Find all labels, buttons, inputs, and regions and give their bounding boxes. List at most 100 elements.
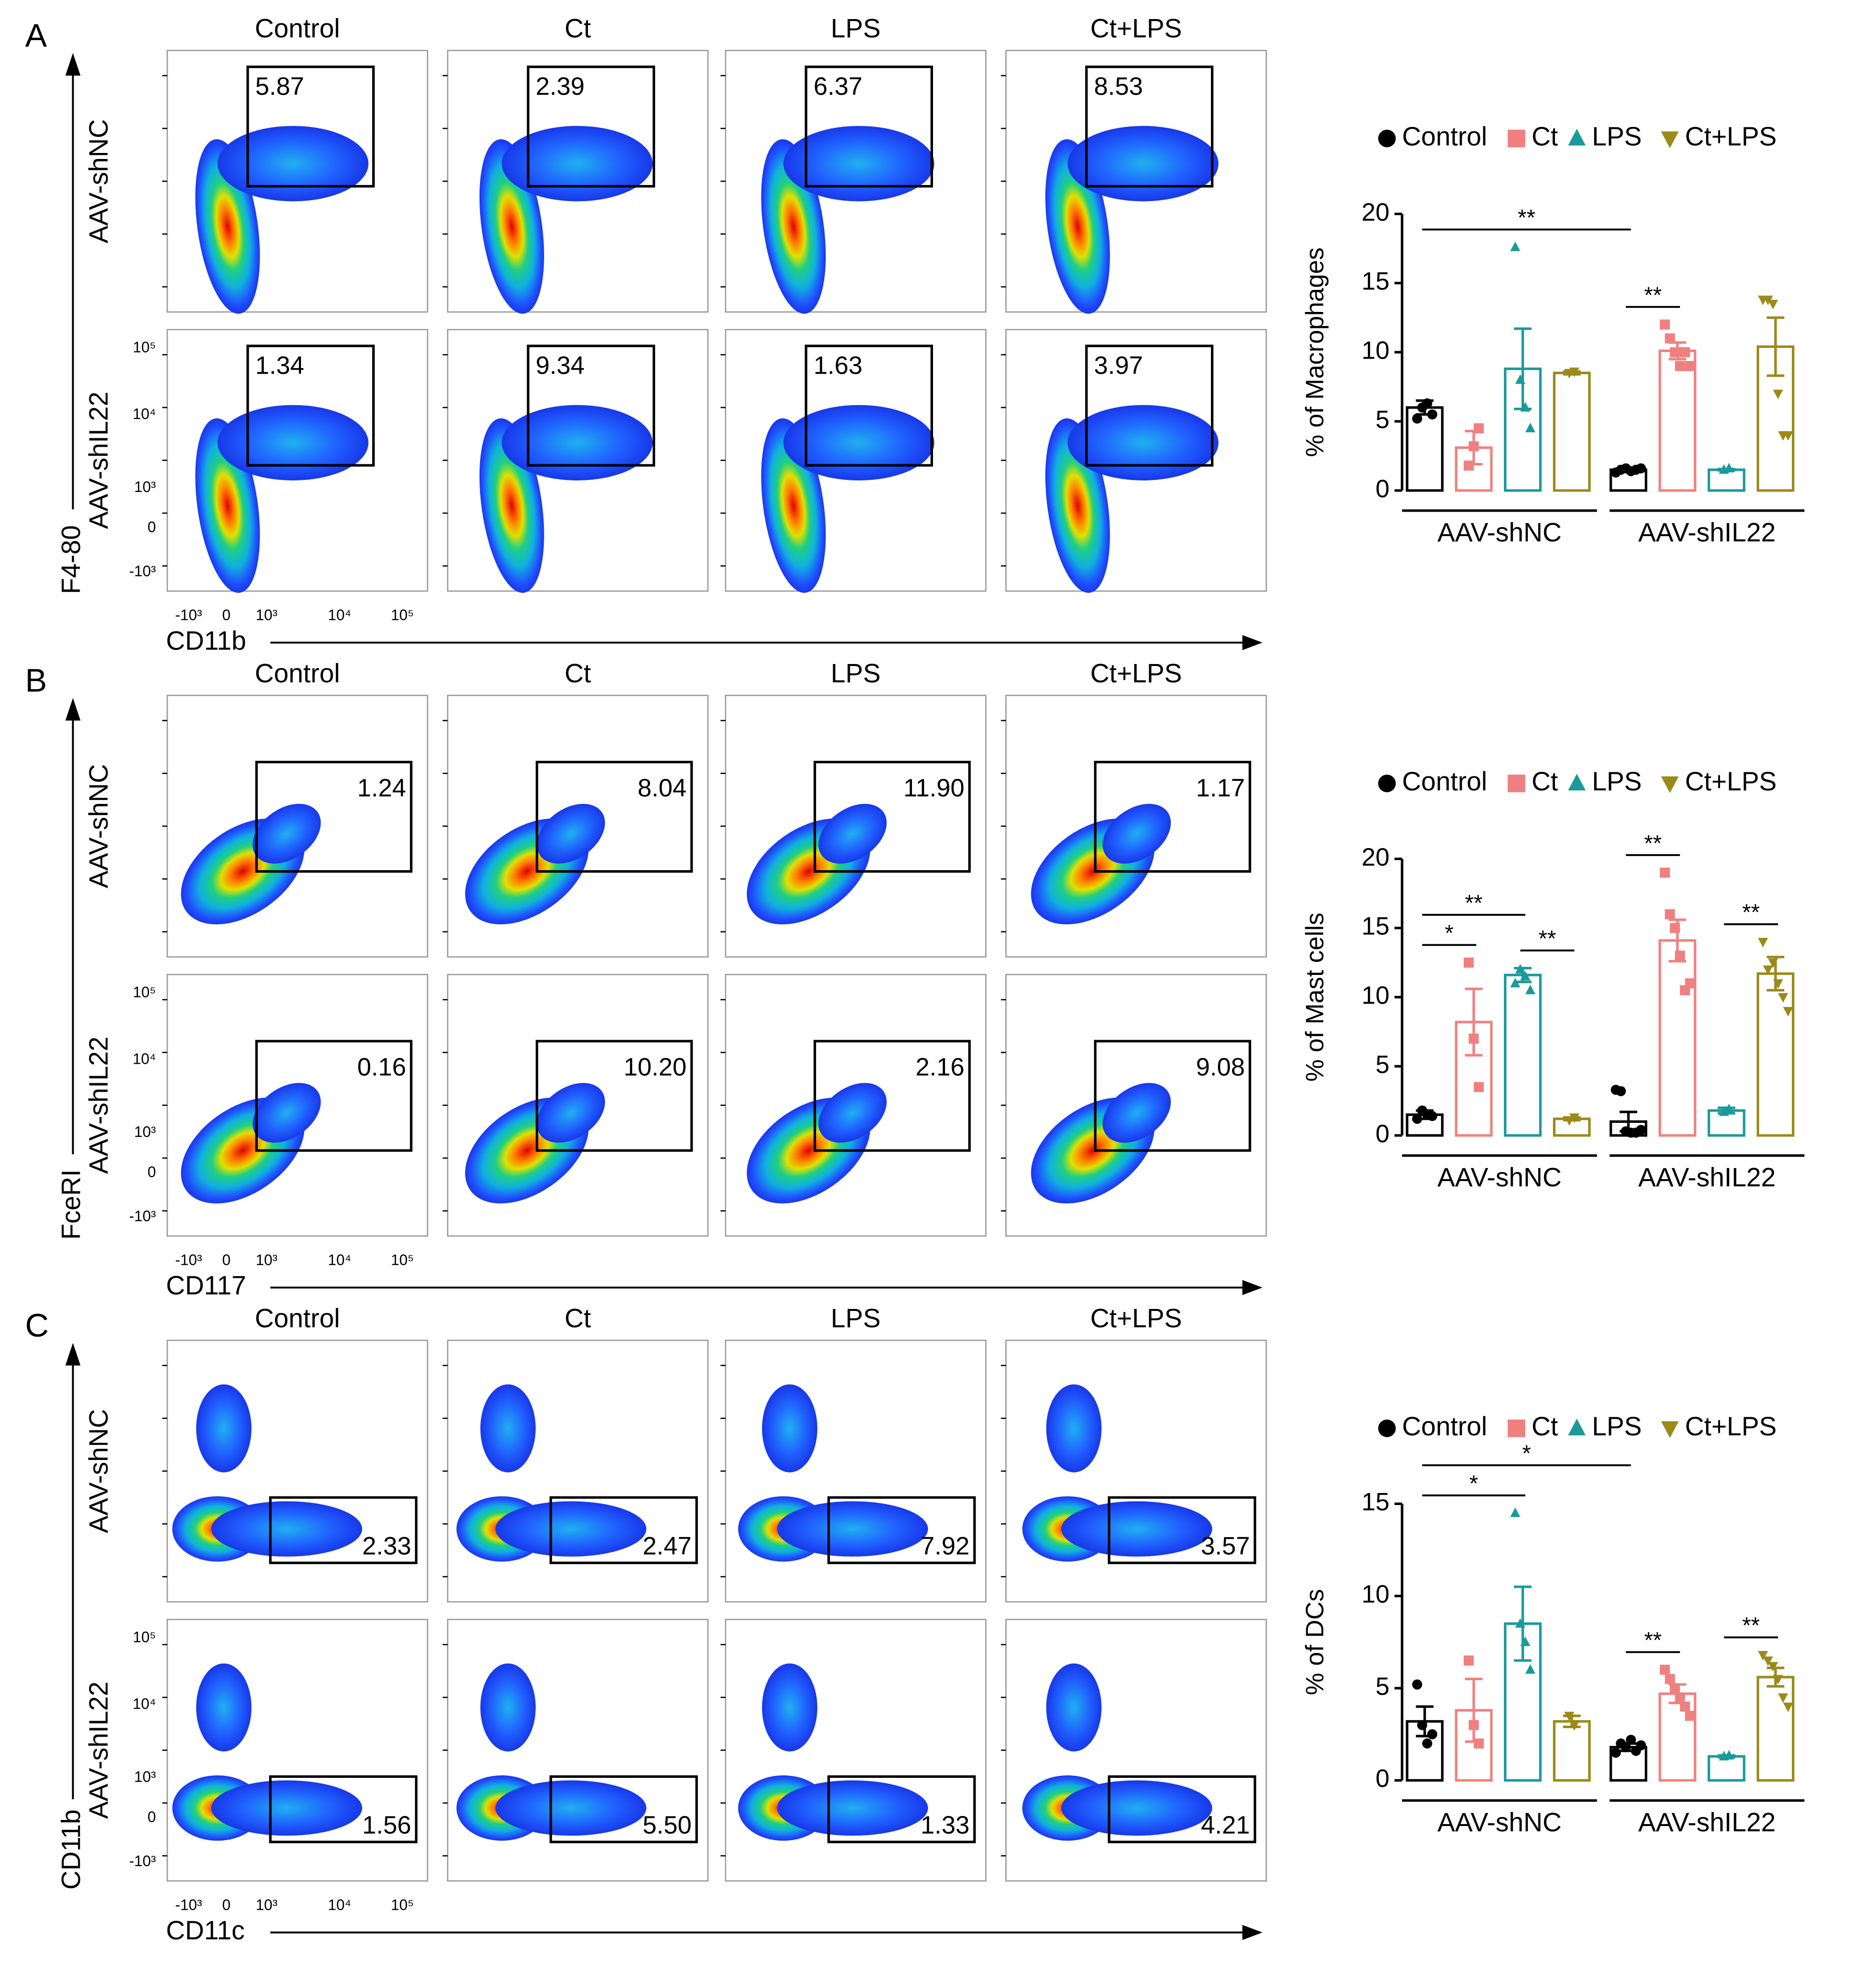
point: [1669, 923, 1680, 933]
flow-plot: 9.34: [442, 328, 709, 593]
point: [1675, 1692, 1685, 1703]
flow-plot: 1.17: [1001, 695, 1267, 958]
gate: [1094, 1040, 1252, 1152]
y-tick-label: 10: [1361, 1580, 1389, 1608]
point: [1468, 1033, 1479, 1044]
gate-value: 9.34: [536, 352, 585, 380]
gate-value: 9.08: [1196, 1053, 1245, 1081]
point: [1719, 1106, 1729, 1116]
point: [1525, 1664, 1535, 1674]
density: [1067, 126, 1219, 202]
row-label: AAV-shNC: [84, 119, 113, 244]
gate: [269, 1775, 418, 1844]
significance-label: **: [1742, 1613, 1760, 1638]
point: [1724, 1750, 1734, 1760]
flow-y-tick: 10³: [134, 1124, 156, 1140]
significance-label: *: [1522, 1440, 1531, 1466]
gate-value: 1.17: [1196, 774, 1245, 802]
point: [1520, 1636, 1530, 1646]
point: [1412, 1679, 1423, 1690]
density: [1103, 803, 1171, 864]
x-axis-label: CD11b: [166, 626, 246, 655]
point: [1515, 964, 1525, 974]
flow-x-tick: 10³: [256, 1252, 277, 1269]
point: [1661, 1421, 1679, 1438]
legend-label: Control: [1402, 122, 1487, 151]
density: [762, 1663, 818, 1752]
flow-plot: 5.87: [162, 50, 428, 314]
gate-value: 5.87: [255, 72, 304, 100]
gate-value: 0.16: [357, 1053, 406, 1081]
point: [1664, 333, 1675, 344]
flow-y-tick: 10⁴: [132, 1696, 156, 1713]
bar: [1553, 1720, 1591, 1782]
point: [1378, 1419, 1396, 1437]
legend-label: LPS: [1592, 122, 1642, 151]
column-title: LPS: [831, 658, 880, 688]
row-label: AAV-shNC: [84, 764, 113, 889]
point: [1564, 1712, 1575, 1722]
column-title: Ct: [565, 1303, 591, 1333]
gate-value: 2.47: [643, 1532, 692, 1560]
flow-plot: 9.08: [1001, 973, 1267, 1237]
arrow-head: [65, 698, 81, 721]
gate-value: 11.90: [903, 774, 965, 802]
flow-plot: 2.47: [442, 1340, 709, 1603]
density: [211, 1780, 362, 1836]
legend-label: Ct+LPS: [1685, 767, 1777, 796]
significance-label: **: [1644, 282, 1662, 308]
significance-label: **: [1742, 900, 1760, 925]
arrow-head: [1242, 635, 1263, 650]
y-label: % of Macrophages: [1301, 247, 1329, 457]
column-title: Control: [255, 658, 340, 688]
point: [1664, 1674, 1675, 1684]
density: [252, 1083, 321, 1143]
bar: [1504, 973, 1542, 1137]
point: [1510, 1507, 1520, 1517]
panel-letter: B: [25, 662, 47, 699]
flow-plot: 3.97: [1001, 328, 1267, 593]
gate: [535, 1040, 693, 1152]
flow-x-tick: 10⁵: [391, 607, 414, 624]
gate: [805, 345, 934, 467]
gate-value: 1.33: [920, 1811, 970, 1839]
column-title: Ct+LPS: [1090, 1303, 1182, 1333]
point: [1427, 1729, 1438, 1740]
point: [1463, 957, 1474, 968]
point: [1768, 299, 1778, 309]
point: [1661, 131, 1679, 148]
gate-value: 3.57: [1201, 1532, 1250, 1560]
gate: [1085, 345, 1214, 467]
flow-plot: 2.39: [442, 50, 709, 314]
density: [762, 1384, 818, 1472]
point: [1680, 347, 1690, 358]
point: [1685, 978, 1695, 988]
point: [1564, 1116, 1575, 1126]
error-bar: [1465, 987, 1483, 1057]
flow-plot: 2.33: [162, 1340, 428, 1603]
density: [1061, 1780, 1212, 1836]
point: [1473, 423, 1484, 433]
arrow-head: [1242, 1280, 1263, 1295]
point: [1378, 129, 1396, 147]
row-label: AAV-shNC: [84, 1409, 113, 1534]
point: [1783, 431, 1793, 441]
flow-x-tick: 10³: [256, 1897, 277, 1914]
point: [1773, 1675, 1783, 1685]
density: [1103, 1083, 1171, 1143]
point: [1422, 398, 1433, 409]
flow-plot: 0.16: [162, 973, 428, 1237]
density: [777, 1501, 928, 1557]
flow-plot: 4.21: [1001, 1618, 1267, 1882]
column-title: Control: [255, 1303, 340, 1333]
y-tick-label: 20: [1361, 198, 1389, 226]
gate: [527, 345, 656, 467]
density: [196, 1663, 252, 1752]
gate-value: 10.20: [624, 1053, 686, 1081]
point: [1636, 463, 1646, 473]
y-tick-label: 0: [1375, 1764, 1389, 1792]
y-tick-label: 10: [1361, 981, 1389, 1010]
column-title: Ct: [565, 14, 591, 43]
density: [777, 1780, 928, 1836]
point: [1685, 1711, 1695, 1721]
